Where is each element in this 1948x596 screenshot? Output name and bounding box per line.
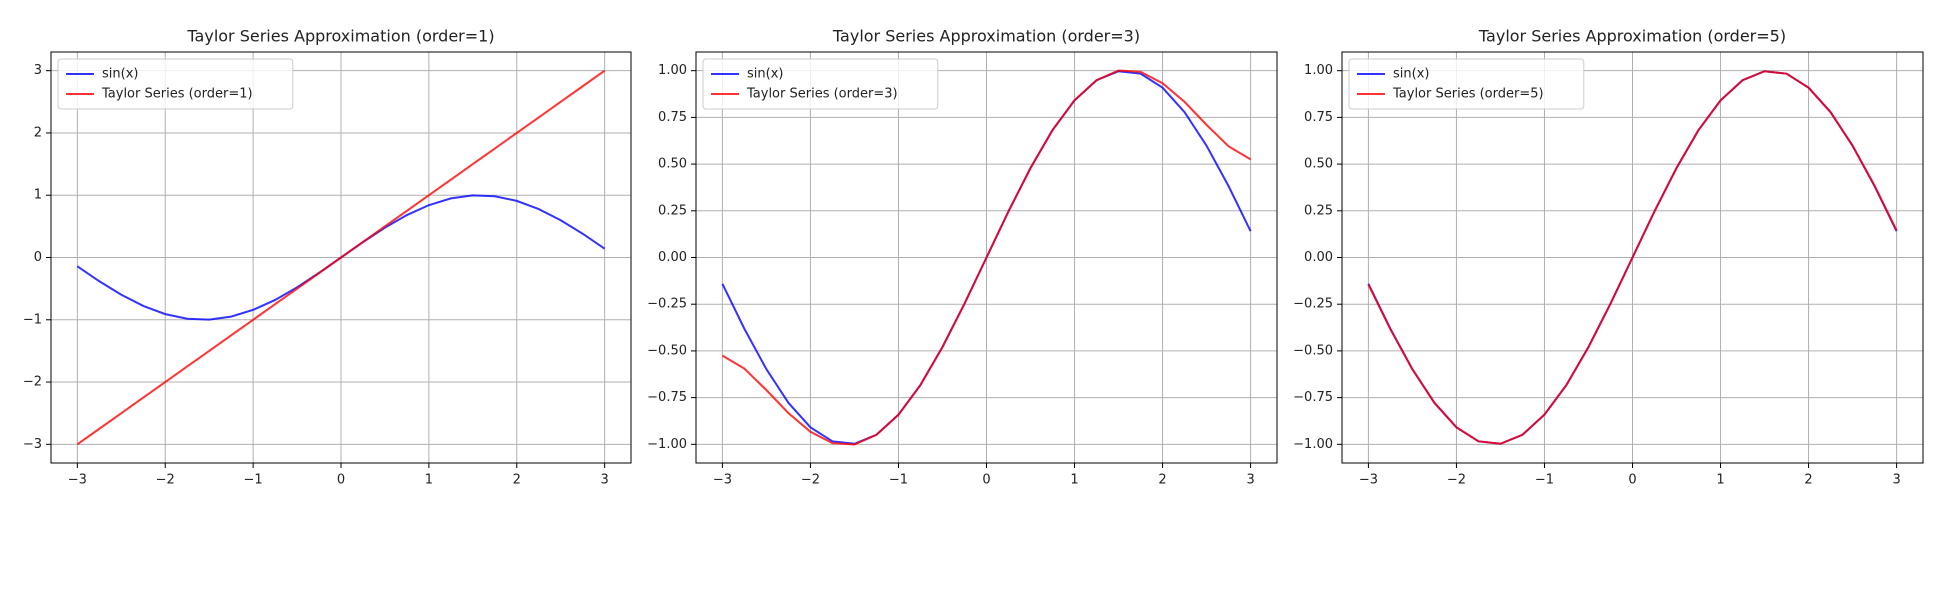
legend-label: sin(x) [747, 67, 783, 82]
legend-box [702, 58, 939, 110]
series-line [721, 69, 1252, 446]
y-tick-label: −0.75 [1293, 390, 1333, 405]
y-tick-label: 0.75 [1304, 110, 1333, 125]
y-tick-label: −0.25 [1293, 297, 1333, 312]
axes-frame [50, 51, 632, 464]
legend-box [1348, 58, 1585, 110]
y-tick-label: −0.50 [647, 343, 687, 358]
x-tick-label: −1 [244, 473, 263, 488]
legend-label: Taylor Series (order=1) [101, 87, 253, 102]
y-tick-label: 0 [34, 250, 42, 265]
y-tick-label: 3 [34, 63, 42, 78]
x-tick-label: 1 [1070, 473, 1078, 488]
axes-frame [1341, 51, 1924, 464]
x-tick-label: 1 [425, 473, 433, 488]
x-tick-label: −2 [801, 473, 820, 488]
x-tick-label: 0 [1628, 473, 1636, 488]
x-tick-label: 2 [1804, 473, 1812, 488]
y-tick-label: −1 [23, 312, 42, 327]
y-tick-label: 0.25 [658, 203, 687, 218]
x-tick-label: 2 [1158, 473, 1166, 488]
x-tick-label: 1 [1716, 473, 1724, 488]
y-tick-label: 0.25 [1304, 203, 1333, 218]
chart-title: Taylor Series Approximation (order=1) [186, 27, 494, 46]
y-tick-label: 0.75 [658, 110, 687, 125]
legend-label: sin(x) [102, 67, 138, 82]
x-tick-label: −2 [156, 473, 175, 488]
y-tick-label: 1.00 [1304, 63, 1333, 78]
legend-label: sin(x) [1393, 67, 1429, 82]
chart-title: Taylor Series Approximation (order=3) [832, 27, 1140, 46]
y-tick-label: −1.00 [1293, 437, 1333, 452]
legend-label: Taylor Series (order=3) [746, 87, 898, 102]
axes-frame [695, 51, 1278, 464]
y-tick-label: −2 [23, 375, 42, 390]
y-tick-label: 0.00 [1304, 250, 1333, 265]
chart-title: Taylor Series Approximation (order=5) [1478, 27, 1786, 46]
y-tick-label: 1.00 [658, 63, 687, 78]
x-tick-label: 3 [1246, 473, 1254, 488]
y-tick-label: 0.00 [658, 250, 687, 265]
x-tick-label: 0 [982, 473, 990, 488]
y-tick-label: −0.25 [647, 297, 687, 312]
x-tick-label: −3 [68, 473, 87, 488]
series-line [1367, 70, 1898, 445]
x-tick-label: −3 [1359, 473, 1378, 488]
y-tick-label: −0.75 [647, 390, 687, 405]
y-tick-label: −1.00 [647, 437, 687, 452]
x-tick-label: 3 [600, 473, 608, 488]
y-tick-label: −0.50 [1293, 343, 1333, 358]
x-tick-label: 0 [337, 473, 345, 488]
x-tick-label: −1 [1535, 473, 1554, 488]
x-tick-label: −1 [889, 473, 908, 488]
y-tick-label: 2 [34, 125, 42, 140]
legend-label: Taylor Series (order=5) [1392, 87, 1544, 102]
y-tick-label: −3 [23, 437, 42, 452]
y-tick-label: 0.50 [1304, 157, 1333, 172]
y-tick-label: 1 [34, 188, 42, 203]
x-tick-label: −2 [1447, 473, 1466, 488]
y-tick-label: 0.50 [658, 157, 687, 172]
x-tick-label: 2 [513, 473, 521, 488]
legend-box [57, 58, 294, 110]
series-line [76, 69, 606, 446]
x-tick-label: 3 [1892, 473, 1900, 488]
x-tick-label: −3 [713, 473, 732, 488]
